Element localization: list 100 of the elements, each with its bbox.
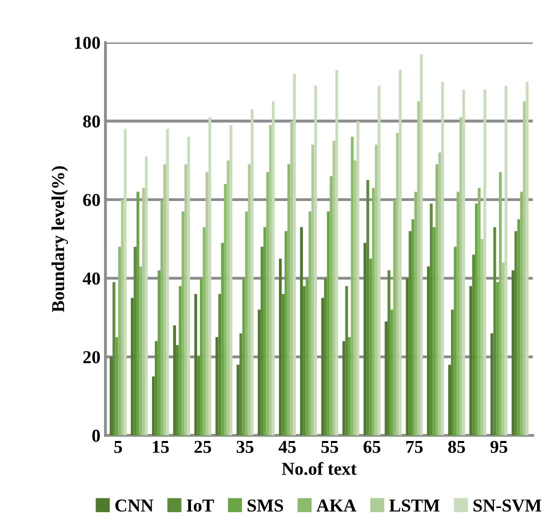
y-tick-label: 80 (83, 115, 100, 128)
bar (345, 286, 348, 436)
bar (474, 204, 478, 436)
bar (456, 192, 460, 436)
legend-label: AKA (316, 500, 356, 512)
bar (384, 321, 388, 436)
bar (372, 188, 375, 436)
bar (417, 101, 420, 436)
bar (459, 117, 462, 436)
bar (230, 124, 232, 436)
bar (158, 270, 160, 436)
x-tick-label: 25 (194, 440, 212, 453)
bar (420, 54, 423, 436)
bar (393, 200, 396, 436)
y-axis-title: Boundary level(%) (52, 166, 68, 312)
bar (152, 376, 155, 436)
bar (498, 172, 502, 436)
bar (330, 176, 333, 436)
bar (221, 242, 224, 436)
bar (378, 86, 380, 436)
bar (364, 242, 366, 436)
bar (514, 231, 518, 436)
bar (435, 164, 438, 436)
bar (348, 337, 351, 436)
x-tick-label: 5 (114, 440, 122, 453)
bar (110, 356, 112, 436)
bar (173, 325, 176, 436)
bar (293, 74, 296, 436)
y-tick-label: 20 (83, 351, 100, 364)
bar (176, 345, 179, 436)
bar (448, 364, 451, 436)
bar (427, 266, 430, 436)
bar (306, 278, 309, 436)
bar (490, 333, 494, 436)
legend-label: SN-SVM (474, 500, 542, 512)
bar (512, 270, 514, 436)
legend-label: CNN (115, 500, 154, 512)
bar (266, 172, 270, 436)
bar (324, 278, 327, 436)
bar (118, 246, 121, 436)
legend-label: IoT (186, 500, 214, 512)
bar (120, 200, 124, 436)
bar (260, 246, 264, 436)
bar (197, 356, 200, 436)
bar (526, 82, 529, 436)
bar (250, 109, 254, 436)
bar (184, 164, 188, 436)
bar (134, 246, 136, 436)
bar (245, 211, 248, 436)
bar (520, 192, 523, 436)
bar (332, 140, 336, 436)
x-tick-label: 35 (236, 440, 254, 453)
bar (450, 310, 454, 436)
y-tick-label: 100 (74, 36, 100, 49)
bar (496, 282, 499, 436)
bar (290, 121, 294, 436)
x-tick-label: 65 (364, 440, 380, 453)
bar (284, 231, 288, 436)
x-tick-label: 15 (152, 440, 169, 453)
bar (166, 128, 169, 436)
bar (472, 254, 475, 436)
x-tick-label: 95 (490, 440, 508, 453)
bar (160, 200, 164, 436)
bar (206, 172, 208, 436)
bar (239, 333, 242, 436)
bar (215, 337, 218, 436)
bar (321, 298, 324, 436)
legend-label: LSTM (389, 500, 440, 512)
bar (314, 86, 318, 436)
bar (136, 192, 140, 436)
x-tick-label: 85 (448, 440, 466, 453)
bar (112, 282, 116, 436)
bar (300, 227, 303, 436)
bar (354, 160, 356, 436)
bar (226, 160, 230, 436)
bar (308, 211, 312, 436)
bar (282, 294, 285, 436)
legend-label: SMS (248, 500, 284, 512)
bar (396, 132, 399, 436)
bar (356, 121, 360, 436)
bar (200, 278, 203, 436)
x-tick-label: 45 (278, 440, 296, 453)
bar (408, 231, 412, 436)
bar (432, 227, 436, 436)
bar (441, 82, 444, 436)
bar (269, 124, 272, 436)
bar (369, 258, 372, 436)
bar (236, 364, 240, 436)
y-tick-label: 40 (82, 272, 100, 285)
bar (480, 238, 484, 436)
x-tick-label: 55 (321, 440, 338, 453)
y-tick-label: 60 (83, 194, 100, 206)
x-tick-label: 75 (406, 440, 423, 453)
bar (504, 86, 508, 436)
x-axis-title: No.of text (282, 462, 357, 475)
bar (144, 156, 148, 436)
bar (142, 188, 145, 436)
bar (182, 211, 184, 436)
bar (412, 219, 414, 436)
bar (388, 270, 390, 436)
